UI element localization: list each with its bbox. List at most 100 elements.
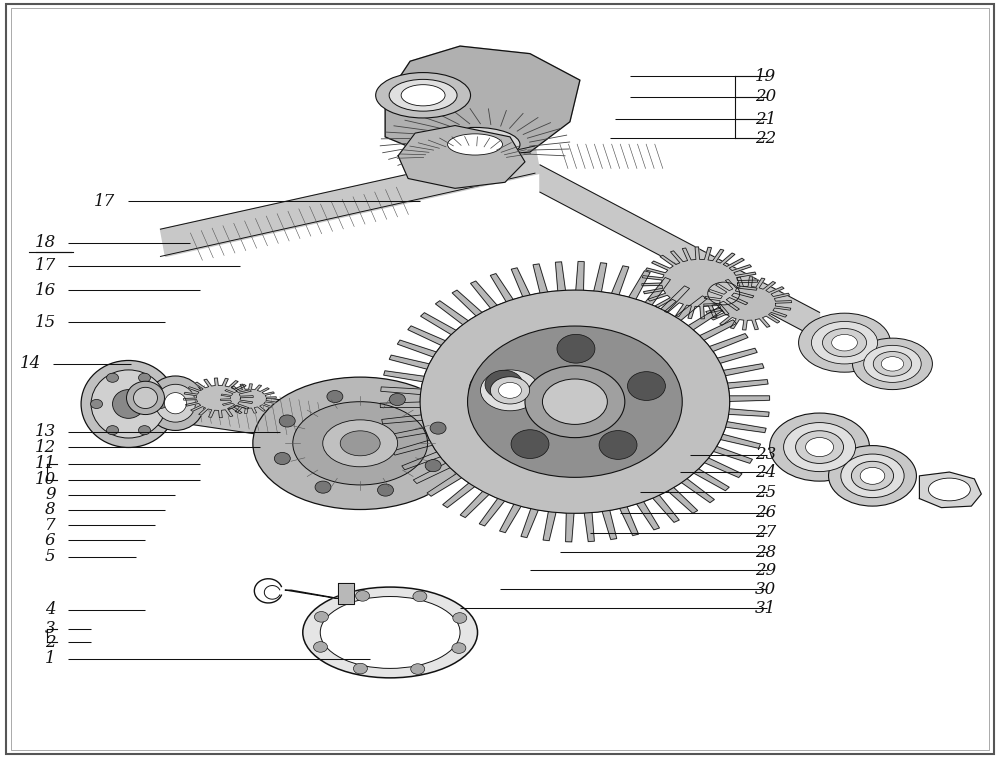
Circle shape (139, 373, 150, 382)
Ellipse shape (401, 85, 445, 106)
Ellipse shape (340, 431, 380, 456)
Circle shape (279, 415, 295, 427)
Ellipse shape (811, 321, 878, 364)
Text: 6: 6 (45, 531, 56, 549)
Ellipse shape (468, 326, 682, 478)
Circle shape (511, 430, 549, 459)
Polygon shape (285, 590, 338, 598)
Ellipse shape (841, 454, 904, 498)
Text: 18: 18 (34, 234, 56, 252)
Circle shape (411, 664, 425, 675)
Text: 9: 9 (45, 487, 56, 503)
Ellipse shape (796, 431, 844, 463)
Text: 4: 4 (45, 601, 56, 619)
Ellipse shape (469, 362, 551, 418)
Ellipse shape (770, 413, 869, 481)
Polygon shape (220, 384, 276, 413)
Ellipse shape (113, 390, 144, 418)
Text: 27: 27 (755, 524, 776, 541)
Ellipse shape (430, 127, 520, 161)
Text: 21: 21 (755, 111, 776, 128)
Ellipse shape (481, 370, 539, 411)
Ellipse shape (881, 357, 904, 371)
Ellipse shape (320, 597, 460, 669)
Circle shape (389, 393, 405, 406)
Circle shape (154, 399, 166, 409)
Circle shape (139, 426, 150, 435)
Text: 7: 7 (45, 516, 56, 534)
Circle shape (485, 370, 523, 399)
Ellipse shape (806, 437, 834, 456)
Ellipse shape (448, 134, 502, 155)
Text: 31: 31 (755, 600, 776, 617)
Polygon shape (704, 277, 792, 330)
Ellipse shape (784, 422, 856, 471)
Ellipse shape (829, 446, 916, 506)
Polygon shape (919, 472, 981, 508)
Ellipse shape (146, 376, 204, 431)
Text: 8: 8 (45, 501, 56, 518)
Circle shape (453, 612, 467, 623)
Circle shape (430, 422, 446, 434)
Ellipse shape (822, 328, 867, 357)
Text: 28: 28 (755, 543, 776, 561)
Circle shape (557, 334, 595, 363)
Ellipse shape (164, 393, 186, 414)
Circle shape (314, 642, 328, 652)
Text: 14: 14 (19, 356, 41, 372)
Polygon shape (338, 584, 354, 604)
Text: 11: 11 (34, 456, 56, 472)
Ellipse shape (253, 377, 468, 509)
Text: 3: 3 (45, 620, 56, 637)
Ellipse shape (499, 382, 521, 398)
Polygon shape (385, 46, 580, 160)
Circle shape (452, 643, 466, 653)
Text: 19: 19 (755, 68, 776, 85)
Ellipse shape (81, 361, 176, 447)
Text: 17: 17 (34, 257, 56, 274)
Circle shape (327, 390, 343, 402)
Ellipse shape (799, 313, 890, 372)
Ellipse shape (525, 366, 625, 437)
Ellipse shape (542, 379, 607, 424)
Text: 15: 15 (34, 314, 56, 330)
Circle shape (314, 612, 328, 622)
Polygon shape (160, 146, 540, 256)
Ellipse shape (293, 402, 428, 485)
Ellipse shape (832, 334, 857, 351)
Ellipse shape (928, 478, 970, 501)
Circle shape (356, 590, 370, 601)
Circle shape (413, 591, 427, 602)
Ellipse shape (873, 352, 912, 376)
Text: 5: 5 (45, 548, 56, 565)
Ellipse shape (490, 377, 530, 404)
Text: 20: 20 (755, 88, 776, 105)
Ellipse shape (376, 73, 471, 118)
Polygon shape (642, 247, 758, 319)
Polygon shape (380, 262, 770, 542)
Ellipse shape (127, 381, 164, 415)
Text: 2: 2 (45, 634, 56, 651)
Text: 1: 1 (45, 650, 56, 668)
Text: 26: 26 (755, 504, 776, 522)
Text: 25: 25 (755, 484, 776, 501)
Circle shape (353, 663, 367, 674)
Ellipse shape (708, 282, 740, 305)
Ellipse shape (851, 462, 894, 490)
Circle shape (378, 484, 393, 496)
Ellipse shape (864, 346, 921, 382)
Circle shape (107, 426, 119, 435)
Circle shape (627, 371, 665, 400)
Ellipse shape (155, 384, 195, 422)
Ellipse shape (420, 290, 730, 513)
Ellipse shape (323, 420, 398, 467)
Ellipse shape (389, 80, 457, 111)
Ellipse shape (853, 338, 932, 390)
Polygon shape (398, 126, 525, 188)
Polygon shape (183, 378, 253, 418)
Text: 12: 12 (34, 439, 56, 456)
Circle shape (425, 459, 441, 471)
Polygon shape (155, 381, 420, 459)
Text: 17: 17 (94, 193, 116, 210)
Ellipse shape (134, 387, 157, 409)
